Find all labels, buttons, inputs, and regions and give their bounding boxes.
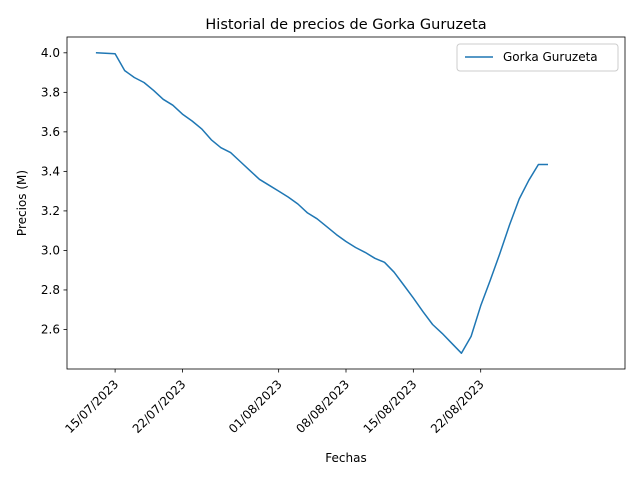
x-tick-label: 08/08/2023 (293, 377, 352, 436)
legend: Gorka Guruzeta (456, 43, 619, 72)
y-tick-label: 3.8 (41, 85, 60, 99)
chart-title: Historial de precios de Gorka Guruzeta (205, 17, 486, 33)
y-axis-ticks: 2.6 2.8 3.0 3.2 3.4 3.6 3.8 4.0 (41, 46, 67, 336)
y-tick-label: 2.8 (41, 283, 60, 297)
x-tick-label: 22/08/2023 (428, 377, 487, 436)
x-axis-ticks: 15/07/2023 22/07/2023 01/08/2023 08/08/2023… (62, 369, 487, 436)
y-axis-label: Precios (M) (15, 170, 29, 236)
y-tick-label: 2.6 (41, 322, 60, 336)
x-tick-label: 22/07/2023 (130, 377, 189, 436)
y-tick-label: 3.4 (41, 164, 60, 178)
legend-box (456, 43, 619, 72)
series-layer (95, 52, 548, 354)
x-tick-label: 15/07/2023 (62, 377, 121, 436)
y-tick-label: 3.2 (41, 204, 60, 218)
legend-label: Gorka Guruzeta (503, 50, 598, 64)
y-tick-label: 3.0 (41, 243, 60, 257)
plot-area (66, 36, 626, 370)
x-tick-label: 15/08/2023 (361, 377, 420, 436)
x-tick-label: 01/08/2023 (226, 377, 285, 436)
series-line (95, 52, 548, 354)
y-tick-label: 4.0 (41, 46, 60, 60)
x-axis-label: Fechas (325, 451, 366, 465)
y-tick-label: 3.6 (41, 125, 60, 139)
